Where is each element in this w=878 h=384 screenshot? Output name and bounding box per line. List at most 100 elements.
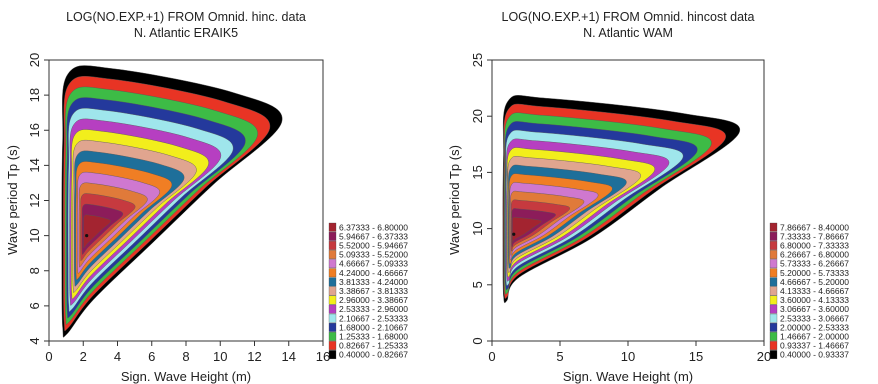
legend-swatch-left (328, 341, 337, 350)
legend-swatch-right (769, 241, 778, 250)
peak-marker-right (512, 232, 516, 236)
x-axis-label-right: Sign. Wave Height (m) (563, 369, 693, 384)
y-tick-label-left: 18 (27, 88, 42, 102)
legend-label-right: 7.86667 - 8.40000 (780, 222, 849, 232)
x-tick-label-left: 10 (213, 349, 227, 364)
legend-label-right: 5.73333 - 6.26667 (780, 259, 849, 269)
legend-swatch-left (328, 295, 337, 305)
x-tick-label-left: 12 (247, 349, 261, 364)
legend-label-left: 2.10667 - 2.53333 (339, 313, 408, 323)
legend-label-right: 2.00000 - 2.53333 (780, 322, 849, 332)
legend-label-left: 2.96000 - 3.38667 (339, 295, 408, 305)
y-tick-label-left: 6 (27, 302, 42, 309)
y-tick-label-right: 20 (470, 109, 485, 123)
legend-swatch-left (328, 241, 337, 250)
legend-swatch-right (769, 332, 778, 341)
legend-label-right: 4.13333 - 4.66667 (780, 286, 849, 296)
legend-label-right: 3.60000 - 4.13333 (780, 295, 849, 305)
contour-band-right-15 (512, 216, 542, 243)
y-tick-label-left: 10 (27, 228, 42, 242)
legend-swatch-right (769, 277, 778, 287)
x-tick-label-left: 6 (148, 349, 155, 364)
legend-swatch-right (769, 250, 778, 259)
legend-swatch-left (328, 286, 337, 296)
legend-label-right: 5.20000 - 5.73333 (780, 268, 849, 278)
x-tick-label-right: 5 (556, 349, 563, 364)
y-axis-label-right: Wave period Tp (s) (447, 145, 462, 255)
chart-panel-left: LOG(NO.EXP.+1) FROM Omnid. hinc. data N.… (5, 10, 408, 384)
y-tick-label-left: 14 (27, 158, 42, 172)
y-tick-label-right: 15 (470, 165, 485, 179)
legend-label-left: 6.37333 - 6.80000 (339, 222, 408, 232)
legend-swatch-left (328, 268, 337, 278)
legend-label-right: 6.26667 - 6.80000 (780, 250, 849, 260)
y-tick-label-right: 10 (470, 221, 485, 235)
legend-swatch-left (328, 304, 337, 314)
legend-swatch-right (769, 341, 778, 350)
legend-label-right: 4.66667 - 5.20000 (780, 277, 849, 287)
legend-label-right: 0.40000 - 0.93337 (780, 350, 849, 360)
y-tick-label-right: 25 (470, 53, 485, 67)
legend-swatch-right (769, 304, 778, 314)
chart-panel-right: LOG(NO.EXP.+1) FROM Omnid. hincost data … (447, 10, 849, 384)
x-tick-label-right: 10 (621, 349, 635, 364)
x-tick-label-left: 8 (182, 349, 189, 364)
chart-subtitle-left: N. Atlantic ERAIK5 (134, 26, 238, 40)
axis-ticks-right: 0 5 10 15 20 0 5 10 15 20 25 (470, 53, 771, 364)
y-tick-label-left: 4 (27, 337, 42, 344)
contour-plot-right (502, 95, 740, 303)
y-tick-label-left: 8 (27, 267, 42, 274)
legend-swatch-right (769, 268, 778, 278)
legend-swatch-right (769, 231, 778, 241)
legend-label-right: 1.46667 - 2.00000 (780, 332, 849, 342)
legend-label-right: 6.80000 - 7.33333 (780, 241, 849, 251)
x-tick-label-left: 4 (114, 349, 121, 364)
legend-swatch-right (769, 286, 778, 296)
legend-label-right: 3.06667 - 3.60000 (780, 304, 849, 314)
x-tick-label-right: 20 (757, 349, 771, 364)
y-tick-label-right: 0 (470, 337, 485, 344)
legend-swatch-right (769, 350, 778, 360)
legend-swatch-left (328, 350, 337, 360)
legend-label-right: 7.33333 - 7.86667 (780, 231, 849, 241)
legend-swatch-left (328, 250, 337, 259)
chart-title-right: LOG(NO.EXP.+1) FROM Omnid. hincost data (502, 10, 755, 24)
legend-label-left: 0.40000 - 0.82667 (339, 350, 408, 360)
legend-label-left: 0.82667 - 1.25333 (339, 341, 408, 351)
legend-label-left: 5.52000 - 5.94667 (339, 241, 408, 251)
legend-label-left: 4.24000 - 4.66667 (339, 268, 408, 278)
y-tick-label-right: 5 (470, 281, 485, 288)
legend-label-left: 5.09333 - 5.52000 (339, 250, 408, 260)
x-tick-label-left: 2 (80, 349, 87, 364)
peak-marker-left (85, 234, 89, 238)
x-tick-label-right: 15 (689, 349, 703, 364)
legend-swatch-left (328, 332, 337, 341)
x-tick-label-right: 0 (488, 349, 495, 364)
legend-label-left: 3.38667 - 3.81333 (339, 286, 408, 296)
x-axis-label-left: Sign. Wave Height (m) (121, 369, 251, 384)
y-tick-label-left: 20 (27, 53, 42, 67)
chart-subtitle-right: N. Atlantic WAM (583, 26, 673, 40)
y-tick-label-left: 12 (27, 193, 42, 207)
legend-swatch-left (328, 277, 337, 287)
y-tick-label-left: 16 (27, 123, 42, 137)
legend-swatch-left (328, 231, 337, 241)
legend-swatch-right (769, 313, 778, 323)
x-tick-label-left: 16 (316, 349, 330, 364)
x-tick-label-left: 0 (45, 349, 52, 364)
legend-label-left: 1.68000 - 2.10667 (339, 322, 408, 332)
legend-label-left: 3.81333 - 4.24000 (339, 277, 408, 287)
legend-label-right: 0.93337 - 1.46667 (780, 341, 849, 351)
axis-ticks-left: 0 2 4 6 8 10 12 14 16 4 6 8 10 12 14 16 18 20 (27, 53, 330, 364)
chart-title-left: LOG(NO.EXP.+1) FROM Omnid. hinc. data (66, 10, 306, 24)
legend-label-left: 5.94667 - 6.37333 (339, 231, 408, 241)
legend-swatch-right (769, 222, 778, 232)
legend-label-left: 2.53333 - 2.96000 (339, 304, 408, 314)
y-axis-label-left: Wave period Tp (s) (5, 145, 20, 255)
legend-swatch-left (328, 259, 337, 269)
legend-swatch-right (769, 322, 778, 332)
legend-swatch-right (769, 259, 778, 269)
